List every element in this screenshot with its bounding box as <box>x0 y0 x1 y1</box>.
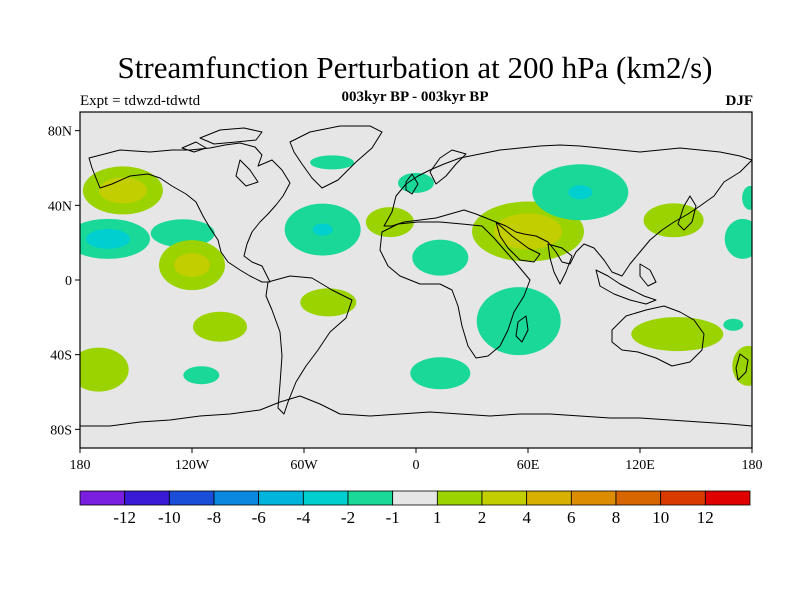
colorbar-label: 12 <box>697 508 714 527</box>
lat-tick-label: 0 <box>65 274 72 289</box>
anomaly-contour-2 <box>365 207 414 238</box>
anomaly-contour-4 <box>494 213 562 250</box>
colorbar-label: 10 <box>652 508 669 527</box>
season-label: DJF <box>725 93 754 109</box>
coastlines <box>80 125 752 427</box>
coast-australia <box>611 305 705 367</box>
colorbar-label: -12 <box>113 508 136 527</box>
colorbar-label: -8 <box>207 508 221 527</box>
coast-africa <box>379 221 531 359</box>
lon-tick-label: 120E <box>625 458 655 473</box>
lon-tick-label: 180 <box>70 458 91 473</box>
coast-arabia <box>495 221 541 263</box>
colorbar-box <box>436 490 483 506</box>
colorbar-label: 2 <box>478 508 487 527</box>
lat-tick-label: 40S <box>50 349 72 364</box>
lat-tick-label: 80S <box>50 423 72 438</box>
lon-tick-label: 0 <box>413 458 420 473</box>
lat-tick-label: 80N <box>48 125 72 140</box>
anomaly-contour-neg2 <box>723 318 744 331</box>
anomaly-contour-neg4 <box>86 228 130 249</box>
coast-north-america <box>88 142 291 283</box>
colorbar-label: 6 <box>567 508 576 527</box>
colorbar-box <box>615 490 662 506</box>
colorbar-label: 1 <box>433 508 442 527</box>
colorbar-label: 4 <box>522 508 531 527</box>
colorbar: -12 -10 -8 -6 -4 -2 -1 1 2 4 6 8 10 12 <box>79 490 751 527</box>
anomaly-contour-neg2 <box>724 218 752 259</box>
colorbar-label: -6 <box>252 508 266 527</box>
lon-axis: 180 120W 60W 0 60E 120E 180 <box>70 448 763 473</box>
anomaly-contour-4 <box>98 177 147 204</box>
coast-hudson-bay <box>235 159 259 187</box>
anomaly-contour-neg2 <box>742 185 752 210</box>
plot-subtitle: 003kyr BP - 003kyr BP <box>341 89 489 105</box>
lon-tick-label: 180 <box>742 458 763 473</box>
anomaly-contour-2 <box>631 317 724 352</box>
anomaly-contour-neg2 <box>150 219 215 248</box>
anomaly-contour-2 <box>193 311 247 342</box>
lon-tick-label: 60W <box>290 458 318 473</box>
coast-greenland <box>289 125 383 189</box>
colorbar-box <box>570 490 617 506</box>
colorbar-label: -10 <box>158 508 181 527</box>
colorbar-box <box>481 490 528 506</box>
lat-axis: 80N 40N 0 40S 80S <box>48 125 80 438</box>
coast-eurasia <box>383 144 752 277</box>
coast-india <box>547 243 573 285</box>
colorbar-box <box>526 490 572 506</box>
experiment-label: Expt = tdwzd-tdwtd <box>80 93 201 109</box>
lon-tick-label: 60E <box>517 458 540 473</box>
anomaly-contour-neg2 <box>412 239 469 276</box>
coast-se-asia <box>595 263 657 305</box>
colorbar-box <box>660 490 706 506</box>
colorbar-box <box>258 490 304 506</box>
anomaly-layer <box>80 155 752 392</box>
anomaly-contour-neg2 <box>310 155 354 170</box>
colorbar-box <box>79 490 126 506</box>
anomaly-contour-2 <box>643 203 704 238</box>
anomaly-contour-neg4 <box>312 223 333 236</box>
colorbar-label: -4 <box>296 508 311 527</box>
colorbar-box <box>213 490 260 506</box>
anomaly-contour-neg2 <box>410 357 471 390</box>
colorbar-label: -2 <box>341 508 355 527</box>
coast-japan <box>677 195 697 231</box>
anomaly-contour-neg2 <box>398 172 434 193</box>
coast-new-zealand <box>735 353 749 381</box>
lat-tick-label: 40N <box>48 199 72 214</box>
colorbar-box <box>124 490 170 506</box>
plot-title: Streamfunction Perturbation at 200 hPa (… <box>117 50 713 85</box>
colorbar-box <box>347 490 394 506</box>
anomaly-contour-4 <box>174 253 210 278</box>
lon-tick-label: 120W <box>175 458 210 473</box>
colorbar-box <box>392 490 438 506</box>
coast-south-america <box>265 275 353 415</box>
coast-madagascar <box>515 315 529 343</box>
anomaly-contour-neg4 <box>568 185 593 200</box>
colorbar-label: 8 <box>612 508 621 527</box>
coast-uk <box>405 173 419 195</box>
colorbar-label: -1 <box>386 508 400 527</box>
anomaly-contour-neg2 <box>183 366 220 385</box>
colorbar-box <box>302 490 349 506</box>
anomaly-contour-2 <box>80 347 129 392</box>
coast-scandinavia <box>429 149 467 185</box>
colorbar-box <box>168 490 215 506</box>
coast-arctic-islands <box>181 127 263 153</box>
coast-antarctica <box>80 395 752 427</box>
colorbar-box <box>704 490 751 506</box>
